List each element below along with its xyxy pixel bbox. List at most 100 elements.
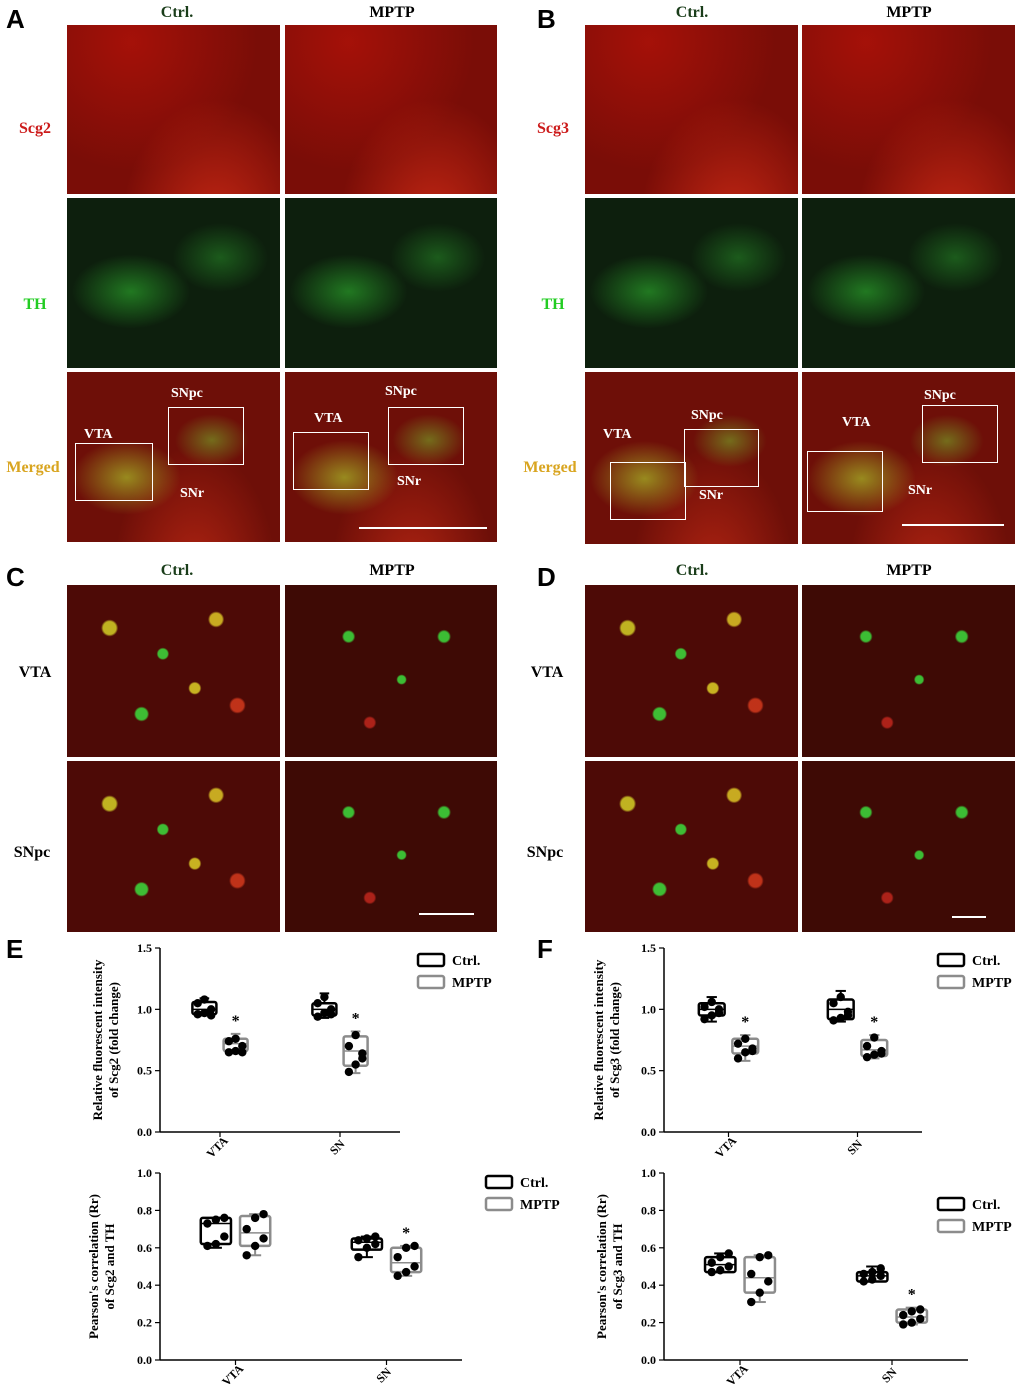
significance-marker: * [352, 1010, 360, 1027]
data-point [326, 1010, 336, 1019]
data-point [843, 1011, 853, 1020]
y-tick-label: 0.0 [137, 1353, 152, 1367]
panel-letter-a: A [6, 4, 25, 34]
y-axis-label: Pearson's correlation (Rr) [594, 1194, 609, 1339]
data-point [362, 1234, 372, 1243]
y-tick-label: 1.0 [641, 1166, 656, 1180]
col-label-ctrl: Ctrl. [675, 562, 709, 579]
row-label-th: TH [23, 296, 47, 313]
region-label-snr: SNr [180, 486, 205, 501]
data-point [206, 1011, 216, 1020]
data-point [371, 1239, 380, 1249]
data-point [868, 1267, 877, 1277]
data-point [362, 1243, 372, 1253]
data-point [870, 1050, 879, 1059]
y-axis-label: Relative fluorescent intensity [90, 959, 105, 1120]
data-point [733, 1039, 743, 1048]
zoom-vta-ctrl [585, 585, 798, 757]
data-point [200, 995, 209, 1004]
y-axis-label: Relative fluorescent intensity [591, 959, 606, 1120]
data-point [707, 1267, 716, 1277]
data-point [859, 1269, 868, 1279]
chart-2: 0.0 0.5 1.0 1.5 Relative fluorescent intensi… [591, 941, 1012, 1161]
legend-label: MPTP [972, 976, 1012, 991]
scale-bar [902, 524, 1004, 526]
data-point [707, 1011, 716, 1020]
micrograph-merged-ctrl: VTA SNpc SNr [585, 372, 798, 544]
data-point [747, 1269, 756, 1279]
data-point [393, 1271, 402, 1281]
y-axis-label: of Scg2 (fold change) [106, 982, 121, 1098]
significance-marker: * [741, 1014, 749, 1031]
chart-1: 0.0 0.2 0.4 0.6 0.8 1.0 Pearson's correlation … [86, 1166, 560, 1389]
y-axis-label: Pearson's correlation (Rr) [86, 1194, 101, 1339]
data-point [859, 1277, 868, 1286]
legend-label: MPTP [452, 976, 492, 991]
legend-label: MPTP [520, 1198, 560, 1213]
roi-box-vta [293, 432, 369, 490]
data-point [748, 1046, 757, 1056]
y-tick-label: 1.0 [137, 1166, 152, 1180]
data-point [700, 1014, 709, 1024]
micrograph-th-mptp [285, 198, 497, 368]
data-point [741, 1034, 750, 1043]
data-point [724, 1249, 733, 1258]
y-tick-label: 1.5 [641, 941, 656, 955]
data-point [313, 999, 322, 1008]
row-label-merged: Merged [6, 459, 60, 476]
data-point [224, 1037, 234, 1046]
legend-swatch [484, 1196, 514, 1212]
y-tick-label: 0.0 [137, 1125, 152, 1139]
data-point [203, 1241, 212, 1251]
roi-box-snpc [922, 405, 998, 463]
data-point [716, 1266, 725, 1275]
region-label-snr: SNr [908, 483, 933, 498]
data-point [259, 1209, 268, 1219]
region-label-vta: VTA [314, 411, 343, 426]
x-tick-label: VTA [204, 1133, 231, 1160]
roi-box-snpc [168, 407, 244, 465]
col-label-mptp: MPTP [369, 562, 415, 579]
y-tick-label: 0.8 [641, 1203, 656, 1217]
data-point [231, 1034, 240, 1043]
data-point [755, 1288, 764, 1297]
legend-swatch [484, 1174, 514, 1190]
region-label-vta: VTA [842, 415, 871, 430]
legend-label: MPTP [972, 1220, 1012, 1235]
micrograph-th-ctrl [585, 198, 798, 368]
region-label-vta: VTA [603, 427, 632, 442]
data-point [211, 1239, 221, 1249]
x-tick-label: VTA [724, 1361, 751, 1388]
data-point [741, 1048, 750, 1057]
legend-label: Ctrl. [972, 954, 1000, 969]
data-point [876, 1271, 885, 1281]
data-point [733, 1054, 743, 1063]
micrograph-merged-mptp: VTA SNpc SNr [802, 372, 1015, 544]
data-point [313, 1012, 322, 1021]
data-point [870, 1033, 879, 1042]
row-label-snpc: SNpc [526, 844, 564, 861]
y-tick-label: 0.2 [641, 1316, 656, 1330]
region-label-snr: SNr [699, 488, 724, 503]
data-point [907, 1318, 916, 1327]
y-tick-label: 0.5 [137, 1064, 152, 1078]
zoom-snpc-mptp [285, 761, 497, 932]
row-label-snpc: SNpc [13, 844, 51, 861]
x-tick-label: VTA [712, 1133, 739, 1160]
data-point [358, 1054, 367, 1063]
y-tick-label: 0.6 [641, 1241, 656, 1255]
data-point [351, 1030, 360, 1040]
significance-marker: * [232, 1013, 240, 1030]
micrograph-scg2-ctrl [67, 25, 280, 194]
col-label-ctrl: Ctrl. [675, 4, 709, 21]
legend-label: Ctrl. [452, 954, 480, 969]
data-point [747, 1297, 756, 1307]
x-tick-label: SN [327, 1137, 348, 1158]
significance-marker: * [908, 1287, 916, 1304]
col-label-mptp: MPTP [886, 4, 932, 21]
y-tick-label: 0.6 [137, 1241, 152, 1255]
data-point [203, 1219, 212, 1228]
y-axis-label: of Scg3 and TH [610, 1223, 625, 1309]
x-tick-label: SN [373, 1365, 394, 1386]
